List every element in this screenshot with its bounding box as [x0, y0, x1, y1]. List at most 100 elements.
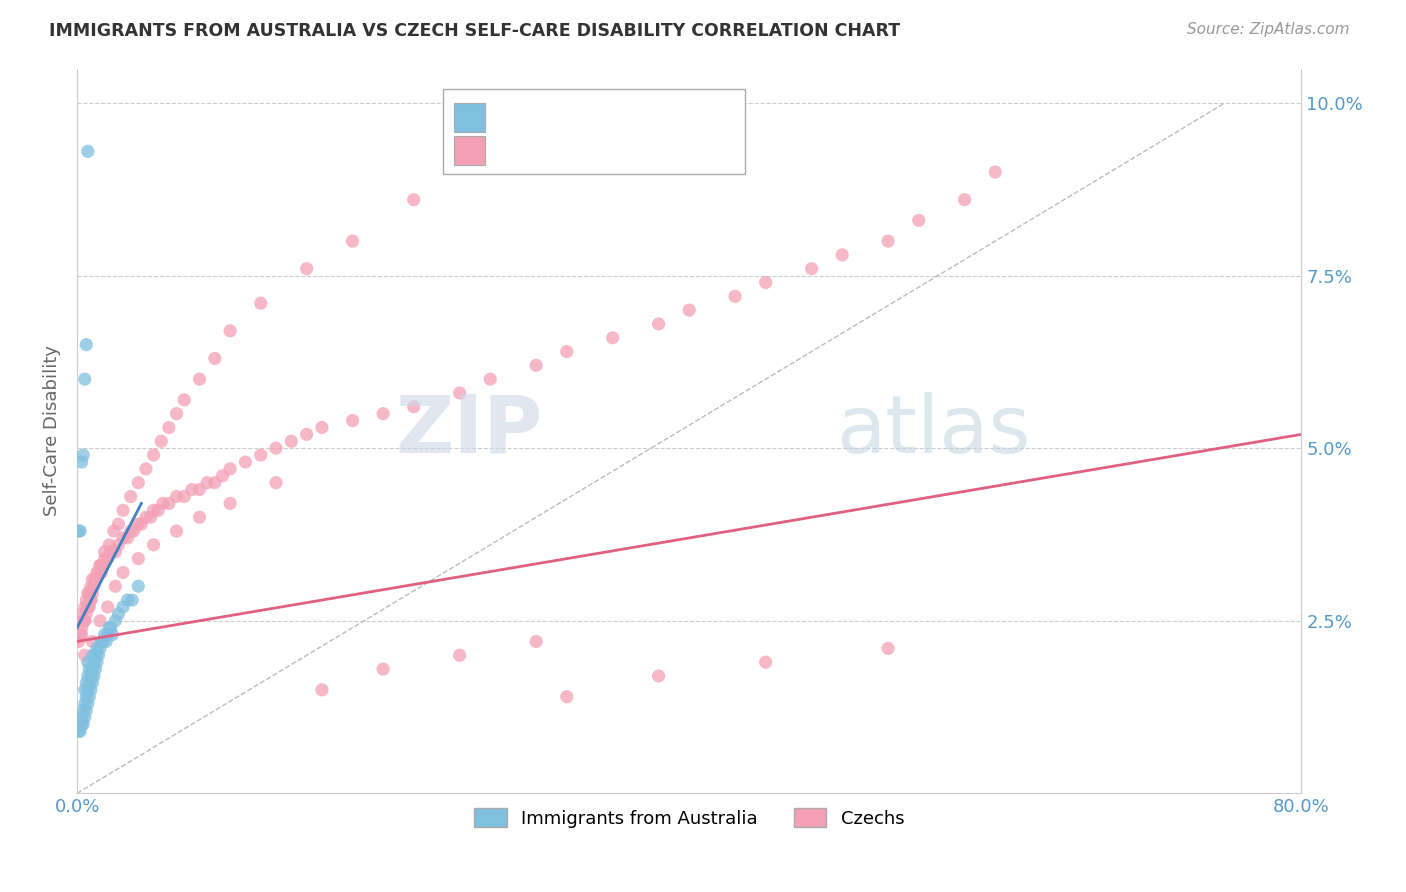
Text: R =: R =	[496, 141, 536, 159]
Text: 116: 116	[662, 141, 700, 159]
Point	[280, 434, 302, 449]
Point	[173, 490, 195, 504]
Text: N =: N =	[616, 108, 655, 126]
Point	[82, 676, 104, 690]
Point	[127, 475, 149, 490]
Point	[101, 627, 124, 641]
Point	[157, 496, 180, 510]
Point	[311, 682, 333, 697]
Point	[907, 213, 929, 227]
Point	[188, 483, 211, 497]
Point	[402, 400, 425, 414]
Point	[73, 614, 96, 628]
Point	[142, 538, 165, 552]
Point	[80, 669, 103, 683]
Point	[70, 710, 93, 724]
Point	[524, 634, 547, 648]
Point	[89, 641, 111, 656]
Point	[76, 669, 98, 683]
Point	[219, 496, 242, 510]
Point	[877, 641, 900, 656]
Point	[70, 717, 93, 731]
Point	[204, 351, 226, 366]
Point	[800, 261, 823, 276]
Point	[877, 234, 900, 248]
Point	[107, 517, 129, 532]
Point	[82, 662, 104, 676]
Point	[70, 627, 93, 641]
Point	[86, 655, 108, 669]
Point	[249, 448, 271, 462]
Point	[100, 621, 122, 635]
Point	[555, 690, 578, 704]
Point	[555, 344, 578, 359]
Point	[373, 662, 395, 676]
Point	[93, 545, 115, 559]
Point	[98, 621, 121, 635]
Point	[75, 607, 97, 621]
Point	[249, 296, 271, 310]
Point	[76, 586, 98, 600]
Point	[98, 538, 121, 552]
Point	[295, 261, 318, 276]
Point	[139, 510, 162, 524]
Point	[127, 551, 149, 566]
Point	[135, 462, 157, 476]
Point	[142, 448, 165, 462]
Point	[755, 276, 778, 290]
Point	[75, 337, 97, 351]
Point	[70, 455, 93, 469]
Point	[831, 248, 853, 262]
Point	[79, 662, 101, 676]
Point	[219, 462, 242, 476]
Point	[211, 468, 233, 483]
Point	[204, 475, 226, 490]
Point	[73, 614, 96, 628]
Point	[76, 682, 98, 697]
Point	[131, 517, 153, 532]
Point	[111, 599, 134, 614]
Point	[89, 558, 111, 573]
Point	[127, 517, 149, 532]
Text: ZIP: ZIP	[395, 392, 543, 470]
Point	[166, 490, 188, 504]
Point	[264, 475, 287, 490]
Point	[120, 490, 142, 504]
Point	[342, 234, 364, 248]
Point	[73, 599, 96, 614]
Point	[82, 586, 104, 600]
Point	[97, 551, 120, 566]
Point	[479, 372, 502, 386]
Point	[67, 634, 90, 648]
Text: 0.424: 0.424	[547, 141, 603, 159]
Text: R =: R =	[496, 108, 536, 126]
Point	[75, 690, 97, 704]
Point	[80, 593, 103, 607]
Point	[90, 634, 112, 648]
Point	[342, 414, 364, 428]
Point	[111, 531, 134, 545]
Point	[67, 724, 90, 739]
Point	[150, 434, 173, 449]
Point	[602, 331, 624, 345]
Point	[86, 641, 108, 656]
Point	[72, 717, 94, 731]
Point	[75, 676, 97, 690]
Point	[152, 496, 174, 510]
Point	[107, 607, 129, 621]
Point	[264, 441, 287, 455]
Point	[180, 483, 202, 497]
Point	[79, 599, 101, 614]
Point	[82, 648, 104, 663]
Point	[69, 724, 91, 739]
Point	[72, 704, 94, 718]
Point	[755, 655, 778, 669]
Point	[73, 372, 96, 386]
Point	[100, 545, 122, 559]
Point	[76, 655, 98, 669]
Point	[72, 614, 94, 628]
Text: IMMIGRANTS FROM AUSTRALIA VS CZECH SELF-CARE DISABILITY CORRELATION CHART: IMMIGRANTS FROM AUSTRALIA VS CZECH SELF-…	[49, 22, 900, 40]
Point	[73, 697, 96, 711]
Point	[117, 531, 139, 545]
Point	[235, 455, 257, 469]
